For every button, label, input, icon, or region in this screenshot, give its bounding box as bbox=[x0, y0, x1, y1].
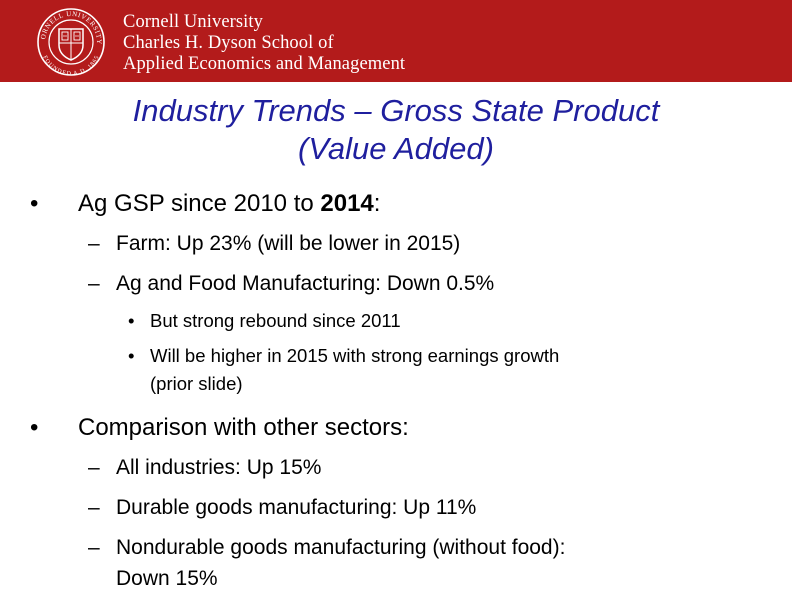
school-name: Charles H. Dyson School of bbox=[123, 33, 334, 53]
slide-title: Industry Trends – Gross State Product (V… bbox=[0, 92, 792, 168]
university-wordmark: Cornell University Charles H. Dyson Scho… bbox=[123, 12, 405, 75]
bullet-glyph: • bbox=[30, 414, 39, 441]
slide-title-line2: (Value Added) bbox=[298, 131, 494, 166]
sub-item-text: Nondurable goods manufacturing (without … bbox=[116, 536, 566, 559]
subsub-item-text: But strong rebound since 2011 bbox=[150, 310, 401, 331]
dash-glyph: – bbox=[88, 496, 100, 519]
subsub-item-rebound: • But strong rebound since 2011 bbox=[128, 309, 401, 333]
slide-title-line1: Industry Trends – Gross State Product bbox=[132, 93, 660, 128]
sub-item-text: Durable goods manufacturing: Up 11% bbox=[116, 496, 477, 519]
bullet-bold-year: 2014 bbox=[320, 190, 374, 217]
dash-glyph: – bbox=[88, 456, 100, 479]
school-name-line2: Applied Economics and Management bbox=[123, 54, 406, 74]
sub-item-nondurable: – Nondurable goods manufacturing (without… bbox=[88, 535, 565, 561]
sub-item-food-mfg: – Ag and Food Manufacturing: Down 0.5% bbox=[88, 271, 494, 297]
subsub-item-continuation: (prior slide) bbox=[150, 373, 243, 394]
dash-glyph: – bbox=[88, 272, 100, 295]
dash-glyph: – bbox=[88, 536, 100, 559]
bullet-comparison: • Comparison with other sectors: bbox=[30, 414, 409, 442]
bullet-glyph: • bbox=[30, 190, 39, 217]
cornell-seal-icon: CORNELL UNIVERSITY FOUNDED A.D. 1865 bbox=[36, 7, 105, 77]
header-bar: CORNELL UNIVERSITY FOUNDED A.D. 1865 Cor… bbox=[0, 0, 792, 82]
subsub-item-text: Will be higher in 2015 with strong earni… bbox=[150, 345, 560, 366]
subsub-item-higher: • Will be higher in 2015 with strong earn… bbox=[128, 344, 559, 368]
sub-item-all-industries: – All industries: Up 15% bbox=[88, 455, 321, 481]
bullet-text: Ag GSP since 2010 to bbox=[78, 190, 321, 217]
sub-item-text: Ag and Food Manufacturing: Down 0.5% bbox=[116, 272, 495, 295]
bullet-glyph: • bbox=[128, 345, 135, 366]
dash-glyph: – bbox=[88, 232, 100, 255]
sub-item-text: All industries: Up 15% bbox=[116, 456, 322, 479]
university-name: Cornell University bbox=[123, 12, 264, 32]
bullet-ag-gsp: • Ag GSP since 2010 to 2014: bbox=[30, 190, 380, 218]
bullet-text: Comparison with other sectors: bbox=[78, 414, 409, 441]
sub-item-durable: – Durable goods manufacturing: Up 11% bbox=[88, 495, 476, 521]
bullet-colon: : bbox=[373, 190, 381, 217]
sub-item-continuation: Down 15% bbox=[116, 567, 218, 590]
sub-item-text: Farm: Up 23% (will be lower in 2015) bbox=[116, 232, 461, 255]
sub-item-farm: – Farm: Up 23% (will be lower in 2015) bbox=[88, 231, 460, 257]
bullet-glyph: • bbox=[128, 310, 135, 331]
